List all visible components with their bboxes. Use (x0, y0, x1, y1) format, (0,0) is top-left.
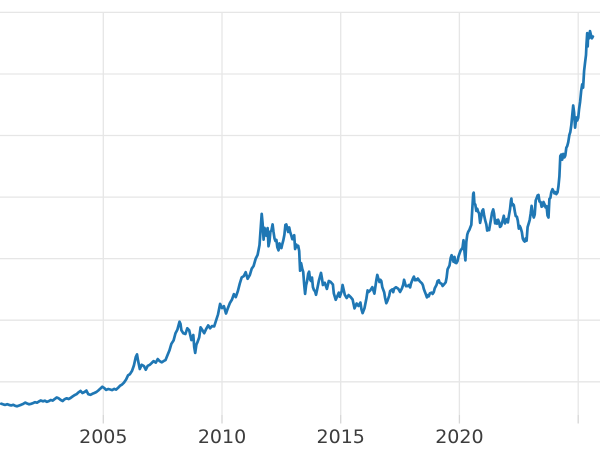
x-tick-label-2005: 2005 (79, 426, 127, 448)
x-axis-ticks (102, 415, 579, 424)
x-tick-label-2010: 2010 (198, 426, 246, 448)
horizontal-gridlines (0, 11, 600, 383)
vertical-gridlines (102, 12, 579, 415)
x-axis-tick-labels: 2005 2010 2015 2020 (79, 426, 483, 448)
x-tick-label-2020: 2020 (435, 426, 483, 448)
x-tick-label-2015: 2015 (317, 426, 365, 448)
price-series-line (0, 29, 595, 408)
price-series (0, 29, 595, 408)
